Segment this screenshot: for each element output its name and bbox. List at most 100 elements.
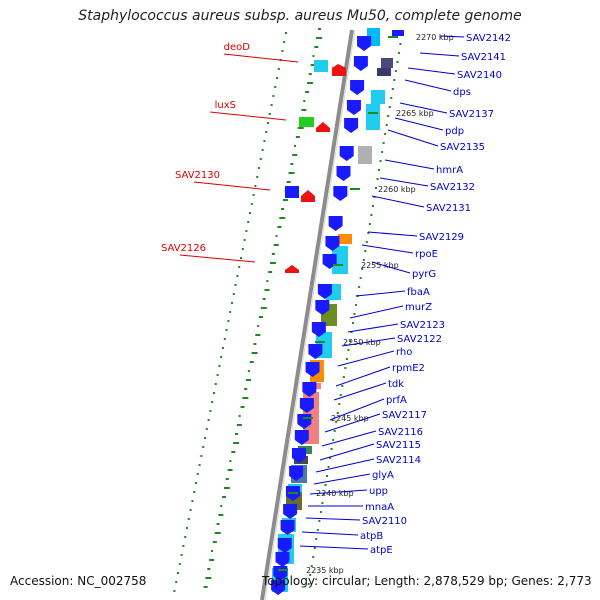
gene-label-atpB: atpB — [360, 531, 383, 542]
strand-arrow — [283, 504, 298, 519]
gc-mark — [347, 349, 350, 351]
gc-mark — [321, 502, 324, 504]
gc-mark — [288, 172, 295, 174]
gc-mark — [359, 277, 362, 279]
gc-mark — [264, 289, 270, 291]
gc-mark — [225, 478, 229, 480]
gene-label-deoD: deoD — [224, 42, 251, 53]
strand-arrow — [328, 216, 343, 231]
callout-line — [349, 305, 404, 319]
gc-mark — [198, 464, 201, 466]
callout-line — [355, 290, 406, 297]
gc-mark — [396, 61, 399, 63]
gc-mark — [180, 554, 183, 556]
gc-mark — [234, 433, 238, 435]
gc-mark — [316, 37, 323, 39]
strand-arrow — [291, 448, 306, 463]
callout-line — [404, 79, 452, 92]
right-callouts: SAV2142 SAV2141 SAV2140 dps SAV2137 pdp SAV213… — [299, 33, 511, 556]
gc-mark — [195, 482, 197, 484]
kbp-tick-label: 2255 kbp — [361, 261, 399, 270]
gc-mark — [262, 298, 266, 300]
gene-feature — [332, 64, 346, 76]
gene-feature — [299, 117, 314, 127]
gc-mark — [292, 154, 298, 156]
gc-mark — [326, 475, 329, 477]
callout-line — [399, 102, 448, 114]
gc-mark — [329, 457, 332, 459]
genome-backbone — [260, 29, 354, 600]
strand-arrow — [325, 236, 340, 251]
gene-feature — [392, 30, 404, 36]
gc-mark — [263, 140, 266, 142]
callout-line — [384, 159, 435, 170]
gene-label-murZ: murZ — [405, 302, 432, 313]
gc-mark — [350, 331, 353, 333]
gc-mark — [268, 271, 273, 273]
callout-line — [407, 67, 456, 75]
gc-mark — [297, 127, 304, 129]
gc-mark — [358, 286, 361, 288]
callout-line — [301, 531, 359, 536]
gene-feature — [316, 122, 330, 132]
callout-line — [367, 231, 418, 237]
gc-mark — [182, 545, 185, 547]
gc-mark — [276, 77, 278, 79]
gc-mark — [344, 367, 347, 369]
callout-line — [309, 489, 368, 495]
callout-line — [337, 350, 395, 367]
strand-arrow — [315, 300, 330, 315]
gc-mark — [265, 131, 268, 133]
gc-mark — [310, 64, 316, 66]
gc-mark — [227, 320, 230, 322]
kbp-tick-label: 2270 kbp — [416, 33, 454, 42]
gc-mark — [268, 113, 271, 115]
gc-mark — [310, 565, 313, 567]
gene-label-SAV2123: SAV2123 — [400, 320, 445, 331]
gene-label-fbaA: fbaA — [407, 287, 430, 298]
gc-mark — [367, 232, 370, 234]
gc-mark — [225, 329, 228, 331]
callout-line — [439, 35, 465, 38]
gc-mark — [399, 43, 402, 45]
gc-mark — [266, 280, 269, 282]
callout-line — [305, 517, 361, 521]
strand-arrow — [280, 520, 295, 535]
gc-mark — [223, 338, 226, 340]
gc-mark — [355, 304, 358, 306]
gc-mark — [277, 226, 282, 228]
gene-feature — [285, 186, 299, 198]
gc-mark — [345, 358, 348, 360]
gc-mark — [283, 41, 286, 43]
callout-line — [335, 366, 391, 387]
gc-mark — [319, 511, 322, 513]
gc-mark — [282, 199, 288, 201]
gc-mark — [270, 104, 273, 106]
gc-mark — [316, 529, 319, 531]
gc-mark — [361, 268, 364, 270]
kbp-tick-label: 2265 kbp — [396, 109, 434, 118]
gene-label-SAV2117: SAV2117 — [382, 410, 427, 421]
strand-arrow — [302, 382, 317, 397]
strand-arrow — [275, 552, 290, 567]
gc-mark — [281, 208, 285, 210]
gc-mark — [371, 205, 374, 207]
accession-label: Accession: NC_002758 — [10, 574, 147, 588]
gc-mark — [279, 217, 286, 219]
gc-mark — [378, 169, 381, 171]
gene-label-SAV2129: SAV2129 — [419, 232, 464, 243]
gc-mark — [318, 28, 321, 30]
gene-label-SAV2131: SAV2131 — [426, 203, 471, 214]
gene-label-rho: rho — [396, 347, 412, 358]
gc-mark — [238, 415, 241, 417]
gc-mark — [348, 340, 351, 342]
left-feature-track — [285, 60, 346, 273]
strand-arrow — [294, 430, 309, 445]
gc-mark — [218, 365, 221, 367]
gene-feature — [377, 68, 391, 76]
gc-mark — [212, 541, 217, 543]
callout-line — [419, 52, 460, 57]
gene-label-SAV2141: SAV2141 — [461, 52, 506, 63]
gc-mark — [303, 100, 306, 102]
gc-mark — [387, 115, 390, 117]
